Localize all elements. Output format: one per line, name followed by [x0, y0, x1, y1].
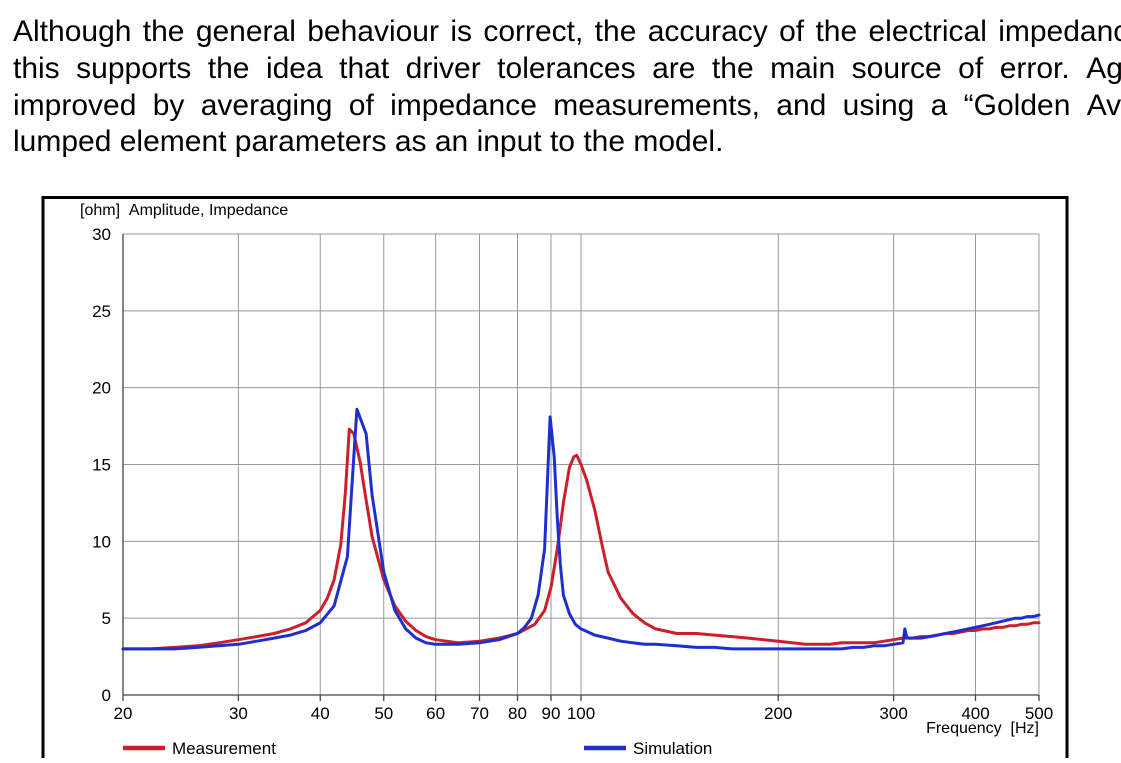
- svg-text:15: 15: [92, 456, 111, 475]
- svg-text:30: 30: [229, 704, 248, 723]
- svg-text:Measurement: Measurement: [172, 739, 276, 758]
- svg-text:20: 20: [114, 704, 133, 723]
- svg-text:25: 25: [92, 302, 111, 321]
- svg-text:20: 20: [92, 379, 111, 398]
- svg-text:70: 70: [470, 704, 489, 723]
- svg-text:30: 30: [92, 225, 111, 244]
- svg-text:[ohm] Amplitude, Impedance: [ohm] Amplitude, Impedance: [80, 202, 288, 219]
- svg-text:10: 10: [92, 532, 111, 551]
- svg-text:Frequency [Hz]: Frequency [Hz]: [926, 720, 1039, 737]
- svg-text:40: 40: [311, 704, 330, 723]
- svg-text:200: 200: [764, 704, 792, 723]
- svg-text:50: 50: [374, 704, 393, 723]
- svg-text:60: 60: [426, 704, 445, 723]
- svg-text:100: 100: [567, 704, 595, 723]
- svg-text:5: 5: [102, 609, 111, 628]
- svg-text:80: 80: [508, 704, 527, 723]
- svg-text:90: 90: [542, 704, 561, 723]
- svg-text:300: 300: [879, 704, 907, 723]
- svg-text:0: 0: [102, 686, 111, 705]
- svg-text:Simulation: Simulation: [633, 739, 712, 758]
